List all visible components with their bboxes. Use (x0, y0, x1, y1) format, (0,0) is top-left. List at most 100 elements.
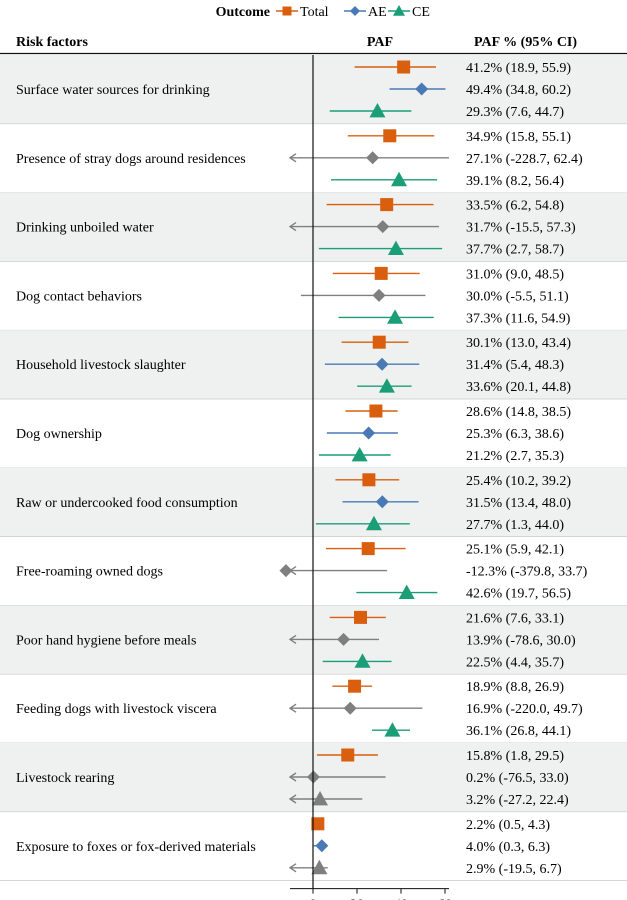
factor-label-feeding-dogs-with-livestock-viscera: Feeding dogs with livestock viscera (16, 702, 217, 717)
point-raw-or-undercooked-food-consumption-total (362, 473, 376, 487)
legend-ae-label: AE (368, 5, 387, 20)
ci-text-dog-ownership-total: 28.6% (14.8, 38.5) (466, 405, 571, 420)
ci-arrow-livestock-rearing-ce (288, 794, 297, 804)
point-surface-water-sources-for-drinking-ce (369, 103, 386, 118)
ci-text-poor-hand-hygiene-before-meals-total: 21.6% (7.6, 33.1) (466, 611, 564, 626)
point-presence-of-stray-dogs-around-residences-total (383, 129, 397, 143)
ci-text-livestock-rearing-ae: 0.2% (-76.5, 33.0) (466, 771, 569, 786)
ci-text-dog-ownership-ce: 21.2% (2.7, 35.3) (466, 449, 564, 464)
legend: Outcome Total AE CE (216, 5, 430, 20)
point-livestock-rearing-total (341, 748, 355, 762)
x-axis: 0 20 40 60 (290, 888, 452, 900)
legend-total-marker (282, 6, 292, 16)
legend-ae-marker (350, 6, 360, 16)
ci-arrow-feeding-dogs-with-livestock-viscera-ae (288, 703, 297, 713)
ci-text-dog-contact-behaviors-total: 31.0% (9.0, 48.5) (466, 267, 564, 282)
ci-text-surface-water-sources-for-drinking-ae: 49.4% (34.8, 60.2) (466, 83, 571, 98)
column-headers: Risk factors PAF PAF % (95% CI) (16, 35, 577, 50)
factor-label-drinking-unboiled-water: Drinking unboiled water (16, 221, 154, 236)
ci-text-feeding-dogs-with-livestock-viscera-ae: 16.9% (-220.0, 49.7) (466, 702, 583, 717)
ci-text-feeding-dogs-with-livestock-viscera-ce: 36.1% (26.8, 44.1) (466, 724, 571, 739)
factor-label-dog-contact-behaviors: Dog contact behaviors (16, 289, 142, 304)
point-drinking-unboiled-water-ce (387, 240, 404, 255)
point-household-livestock-slaughter-ae (375, 357, 389, 371)
ci-text-raw-or-undercooked-food-consumption-ae: 31.5% (13.4, 48.0) (466, 496, 571, 511)
point-raw-or-undercooked-food-consumption-ae (375, 495, 389, 509)
point-surface-water-sources-for-drinking-total (397, 60, 411, 74)
ci-text-exposure-to-foxes-or-fox-derived-materials-total: 2.2% (0.5, 4.3) (466, 818, 550, 833)
point-drinking-unboiled-water-ae (376, 220, 390, 234)
ci-text-poor-hand-hygiene-before-meals-ae: 13.9% (-78.6, 30.0) (466, 633, 576, 648)
ci-text-livestock-rearing-ce: 3.2% (-27.2, 22.4) (466, 793, 569, 808)
ci-text-presence-of-stray-dogs-around-residences-ae: 27.1% (-228.7, 62.4) (466, 152, 583, 167)
point-free-roaming-owned-dogs-total (361, 542, 375, 556)
legend-title: Outcome (216, 5, 270, 20)
point-poor-hand-hygiene-before-meals-total (354, 610, 368, 624)
ci-text-drinking-unboiled-water-total: 33.5% (6.2, 54.8) (466, 199, 564, 214)
point-livestock-rearing-ce (312, 791, 329, 806)
point-raw-or-undercooked-food-consumption-ce (365, 515, 382, 531)
ci-arrow-drinking-unboiled-water-ae (288, 222, 297, 232)
ci-text-poor-hand-hygiene-before-meals-ce: 22.5% (4.4, 35.7) (466, 655, 564, 670)
legend-ce-label: CE (412, 5, 430, 20)
point-surface-water-sources-for-drinking-ae (415, 82, 429, 96)
ci-text-household-livestock-slaughter-ce: 33.6% (20.1, 44.8) (466, 380, 571, 395)
point-household-livestock-slaughter-total (372, 335, 386, 349)
ci-text-dog-contact-behaviors-ce: 37.3% (11.6, 54.9) (466, 311, 571, 326)
ci-arrow-livestock-rearing-ae (288, 772, 297, 782)
ci-text-raw-or-undercooked-food-consumption-total: 25.4% (10.2, 39.2) (466, 474, 571, 489)
ci-text-feeding-dogs-with-livestock-viscera-total: 18.9% (8.8, 26.9) (466, 680, 564, 695)
x-tick-label-0: 0 (310, 898, 317, 900)
ci-text-presence-of-stray-dogs-around-residences-total: 34.9% (15.8, 55.1) (466, 130, 571, 145)
point-feeding-dogs-with-livestock-viscera-ce (384, 722, 401, 737)
ci-text-presence-of-stray-dogs-around-residences-ce: 39.1% (8.2, 56.4) (466, 174, 564, 189)
point-dog-contact-behaviors-ce (387, 309, 404, 324)
point-poor-hand-hygiene-before-meals-ae (337, 632, 351, 646)
ci-arrow-poor-hand-hygiene-before-meals-ae (288, 634, 297, 644)
point-household-livestock-slaughter-ce (378, 378, 395, 393)
ci-text-drinking-unboiled-water-ae: 31.7% (-15.5, 57.3) (466, 221, 576, 236)
header-paf-ci: PAF % (95% CI) (474, 35, 577, 50)
point-dog-ownership-total (369, 404, 383, 418)
ci-text-free-roaming-owned-dogs-ae: -12.3% (-379.8, 33.7) (466, 565, 588, 580)
ci-text-exposure-to-foxes-or-fox-derived-materials-ae: 4.0% (0.3, 6.3) (466, 840, 550, 855)
factor-label-livestock-rearing: Livestock rearing (16, 771, 114, 786)
x-tick-label-20: 20 (350, 898, 364, 900)
header-risk-factors: Risk factors (16, 35, 88, 50)
factor-label-free-roaming-owned-dogs: Free-roaming owned dogs (16, 565, 163, 580)
point-presence-of-stray-dogs-around-residences-ce (391, 171, 408, 187)
legend-ce-marker (393, 5, 405, 16)
point-presence-of-stray-dogs-around-residences-ae (366, 151, 380, 165)
ci-text-free-roaming-owned-dogs-total: 25.1% (5.9, 42.1) (466, 543, 564, 558)
point-exposure-to-foxes-or-fox-derived-materials-total (311, 817, 325, 831)
point-feeding-dogs-with-livestock-viscera-ae (343, 701, 357, 715)
ci-text-dog-contact-behaviors-ae: 30.0% (-5.5, 51.1) (466, 289, 569, 304)
factor-label-household-livestock-slaughter: Household livestock slaughter (16, 358, 186, 373)
x-tick-label-60: 60 (438, 898, 452, 900)
ci-text-dog-ownership-ae: 25.3% (6.3, 38.6) (466, 427, 564, 442)
ci-arrow-exposure-to-foxes-or-fox-derived-materials-ce (288, 863, 297, 873)
legend-entries: Total AE CE (276, 5, 430, 20)
ci-text-raw-or-undercooked-food-consumption-ce: 27.7% (1.3, 44.0) (466, 518, 564, 533)
point-poor-hand-hygiene-before-meals-ce (354, 653, 371, 668)
plot-area: Surface water sources for drinking 41.2% … (16, 55, 588, 889)
factor-label-poor-hand-hygiene-before-meals: Poor hand hygiene before meals (16, 633, 196, 648)
point-dog-contact-behaviors-ae (372, 288, 386, 302)
ci-text-surface-water-sources-for-drinking-ce: 29.3% (7.6, 44.7) (466, 105, 564, 120)
ci-text-drinking-unboiled-water-ce: 37.7% (2.7, 58.7) (466, 243, 564, 258)
ci-text-free-roaming-owned-dogs-ce: 42.6% (19.7, 56.5) (466, 587, 571, 602)
x-tick-label-40: 40 (394, 898, 408, 900)
point-feeding-dogs-with-livestock-viscera-total (348, 679, 362, 693)
ci-arrow-presence-of-stray-dogs-around-residences-ae (288, 153, 297, 163)
ci-text-household-livestock-slaughter-total: 30.1% (13.0, 43.4) (466, 336, 571, 351)
point-dog-ownership-ce (351, 447, 368, 462)
factor-label-exposure-to-foxes-or-fox-derived-materials: Exposure to foxes or fox-derived materia… (16, 840, 256, 855)
factor-label-dog-ownership: Dog ownership (16, 427, 102, 442)
point-dog-ownership-ae (362, 426, 376, 440)
point-exposure-to-foxes-or-fox-derived-materials-ae (315, 839, 329, 853)
factor-label-raw-or-undercooked-food-consumption: Raw or undercooked food consumption (16, 496, 238, 511)
point-drinking-unboiled-water-total (380, 198, 394, 212)
ci-text-household-livestock-slaughter-ae: 31.4% (5.4, 48.3) (466, 358, 564, 373)
ci-text-livestock-rearing-total: 15.8% (1.8, 29.5) (466, 749, 564, 764)
legend-total-label: Total (300, 5, 329, 20)
